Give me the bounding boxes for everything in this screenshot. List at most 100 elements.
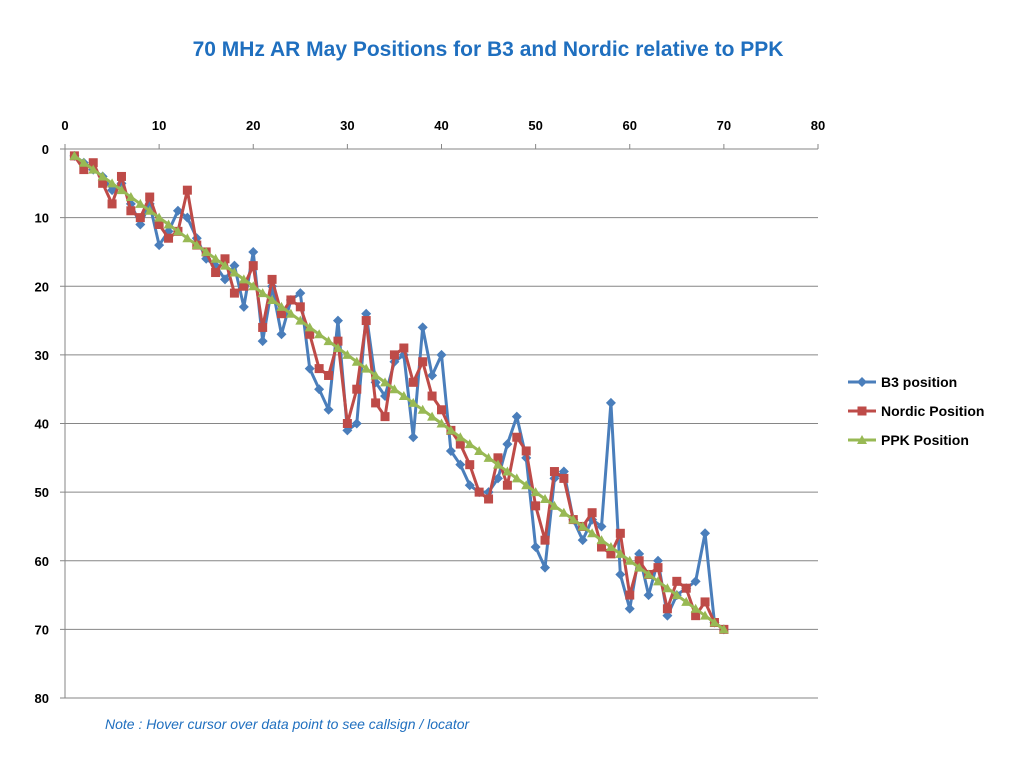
data-point-nordic-position: [625, 590, 635, 600]
data-point-b3-position: [502, 439, 513, 450]
data-point-ppk-position: [342, 349, 353, 359]
y-tick-label: 30: [35, 348, 49, 363]
data-point-ppk-position: [709, 617, 720, 627]
x-tick-label: 20: [246, 118, 260, 133]
data-point-ppk-position: [144, 205, 155, 215]
data-point-ppk-position: [389, 384, 400, 394]
x-tick-label: 30: [340, 118, 354, 133]
data-point-b3-position: [492, 473, 503, 484]
data-point-ppk-position: [276, 301, 287, 311]
data-point-ppk-position: [248, 281, 259, 291]
data-point-b3-position: [276, 329, 287, 340]
data-point-b3-position: [314, 384, 325, 395]
data-point-ppk-position: [154, 212, 165, 222]
data-point-b3-position: [615, 569, 626, 580]
data-point-nordic-position: [653, 563, 663, 573]
series-line-nordic-position: [73, 155, 725, 631]
data-point-ppk-position: [700, 610, 711, 620]
data-point-nordic-position: [399, 343, 409, 353]
x-tick-label: 40: [434, 118, 448, 133]
data-point-nordic-position: [380, 412, 390, 422]
data-point-nordic-position: [305, 329, 315, 339]
data-point-ppk-position: [304, 322, 315, 332]
axes: [60, 144, 819, 699]
data-point-b3-position: [201, 253, 212, 264]
chart-title: 70 MHz AR May Positions for B3 and Nordi…: [192, 38, 784, 61]
data-point-ppk-position: [163, 219, 174, 229]
data-point-ppk-position: [332, 343, 343, 353]
data-point-ppk-position: [587, 528, 598, 538]
data-point-b3-position: [455, 459, 466, 470]
data-point-nordic-position: [521, 446, 531, 456]
data-point-nordic-position: [484, 494, 494, 504]
data-point-ppk-position: [483, 452, 494, 462]
data-point-nordic-position: [502, 480, 512, 490]
y-tick-label: 0: [42, 142, 49, 157]
data-point-nordic-position: [258, 322, 268, 332]
data-point-b3-position: [332, 315, 343, 326]
data-point-ppk-position: [238, 274, 249, 284]
data-point-b3-position: [154, 240, 165, 251]
data-point-nordic-position: [248, 261, 258, 271]
data-point-b3-position: [690, 576, 701, 587]
data-point-ppk-position: [624, 555, 635, 565]
data-point-ppk-position: [220, 260, 231, 270]
data-point-nordic-position: [88, 158, 98, 168]
data-point-nordic-position: [549, 467, 559, 477]
data-point-ppk-position: [690, 603, 701, 613]
data-point-nordic-position: [229, 288, 239, 298]
data-point-nordic-position: [79, 165, 89, 175]
data-point-ppk-position: [229, 267, 240, 277]
data-point-nordic-position: [465, 460, 475, 470]
x-tick-label: 50: [528, 118, 542, 133]
series-layer: [69, 150, 729, 635]
data-point-nordic-position: [126, 206, 136, 216]
data-point-ppk-position: [492, 459, 503, 469]
data-point-ppk-position: [596, 535, 607, 545]
data-point-ppk-position: [210, 253, 221, 263]
data-point-ppk-position: [436, 418, 447, 428]
data-point-nordic-position: [418, 357, 428, 367]
data-point-b3-position: [408, 432, 419, 443]
data-point-ppk-position: [351, 356, 362, 366]
legend-label: B3 position: [881, 374, 957, 390]
series-line-ppk-position: [73, 154, 725, 631]
legend-label: Nordic Position: [881, 403, 984, 419]
data-point-nordic-position: [98, 178, 108, 188]
data-point-b3-position: [700, 528, 711, 539]
y-tick-label: 60: [35, 554, 49, 569]
data-point-nordic-position: [672, 576, 682, 586]
data-point-nordic-position: [286, 295, 296, 305]
data-point-b3-position: [304, 363, 315, 374]
legend-marker: [857, 406, 867, 416]
data-point-ppk-position: [285, 308, 296, 318]
data-point-ppk-position: [172, 226, 183, 236]
data-point-b3-position: [540, 562, 551, 573]
data-point-ppk-position: [135, 198, 146, 208]
data-point-ppk-position: [568, 514, 579, 524]
data-point-nordic-position: [691, 611, 701, 621]
y-tick-label: 50: [35, 485, 49, 500]
data-point-ppk-position: [417, 404, 428, 414]
y-tick-label: 40: [35, 417, 49, 432]
data-point-b3-position: [238, 301, 249, 312]
data-point-b3-position: [248, 246, 259, 257]
data-point-b3-position: [643, 590, 654, 601]
tick-labels: 0 10 20 30 40 50 60 70 80 0 10 20 30 40 50 60 70 80: [35, 118, 826, 706]
data-point-nordic-position: [352, 384, 362, 394]
data-point-ppk-position: [191, 240, 202, 250]
data-point-b3-position: [229, 260, 240, 271]
data-point-nordic-position: [512, 432, 522, 442]
y-tick-label: 20: [35, 279, 49, 294]
data-point-nordic-position: [361, 316, 371, 326]
data-point-ppk-position: [398, 391, 409, 401]
data-point-ppk-position: [615, 548, 626, 558]
data-point-nordic-position: [220, 254, 230, 264]
data-point-nordic-position: [615, 528, 625, 538]
data-point-ppk-position: [549, 500, 560, 510]
data-point-nordic-position: [700, 597, 710, 607]
y-tick-label: 80: [35, 691, 49, 706]
x-tick-label: 10: [152, 118, 166, 133]
y-tick-label: 10: [35, 211, 49, 226]
